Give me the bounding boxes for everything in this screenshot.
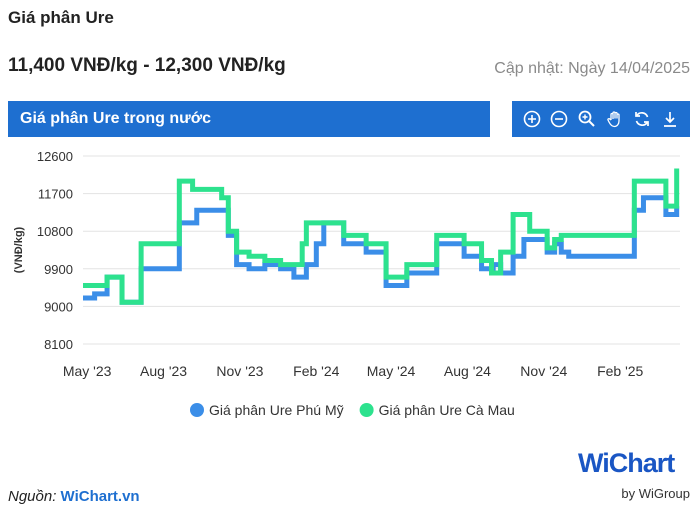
y-tick-label: 10800 (37, 224, 73, 239)
x-tick-label: May '23 (63, 363, 112, 379)
x-tick-label: May '24 (367, 363, 416, 379)
price-range: 11,400 VNĐ/kg - 12,300 VNĐ/kg (8, 55, 286, 76)
updated-date: Cập nhật: Ngày 14/04/2025 (494, 60, 690, 77)
legend-label: Giá phân Ure Cà Mau (379, 402, 515, 418)
series-line (83, 168, 680, 305)
logo-text: WiChart (578, 448, 675, 478)
reset-icon[interactable] (631, 108, 653, 130)
series-line (83, 195, 680, 305)
y-tick-label: 9900 (44, 262, 73, 277)
legend-marker (359, 403, 374, 417)
x-tick-label: Aug '24 (444, 363, 491, 379)
y-tick-label: 8100 (44, 337, 73, 352)
legend-marker (190, 403, 204, 417)
logo-byline: by WiGroup (621, 486, 690, 501)
x-tick-label: Feb '25 (597, 363, 643, 379)
pan-hand-icon[interactable] (604, 108, 626, 130)
page-title: Giá phân Ure (8, 8, 114, 27)
x-tick-label: Aug '23 (140, 363, 187, 379)
download-icon[interactable] (659, 108, 681, 130)
wichart-logo: WiChart by WiGroup (578, 448, 690, 508)
x-tick-label: Nov '24 (520, 363, 567, 379)
source-prefix: Nguồn: (8, 488, 57, 505)
chart-header-bar: Giá phân Ure trong nước (8, 101, 490, 137)
y-tick-label: 9000 (44, 299, 73, 314)
source-note: Nguồn: WiChart.vn (8, 488, 140, 505)
chart-header-title: Giá phân Ure trong nước (20, 110, 211, 127)
zoom-out-icon[interactable] (548, 108, 570, 130)
y-tick-label: 11700 (38, 187, 73, 202)
price-chart: 8100 9000 9900 10800 11700 12600 May '23 Aug '2… (13, 149, 680, 418)
y-axis-label: (VNĐ/kg) (13, 226, 25, 273)
x-tick-label: Feb '24 (293, 363, 339, 379)
chart-toolbar (512, 101, 690, 137)
x-tick-label: Nov '23 (216, 363, 263, 379)
zoom-in-icon[interactable] (521, 108, 543, 130)
legend-label: Giá phân Ure Phú Mỹ (209, 402, 344, 418)
y-tick-label: 12600 (37, 149, 73, 164)
magnifier-icon[interactable] (576, 108, 598, 130)
source-link[interactable]: WiChart.vn (60, 488, 140, 505)
